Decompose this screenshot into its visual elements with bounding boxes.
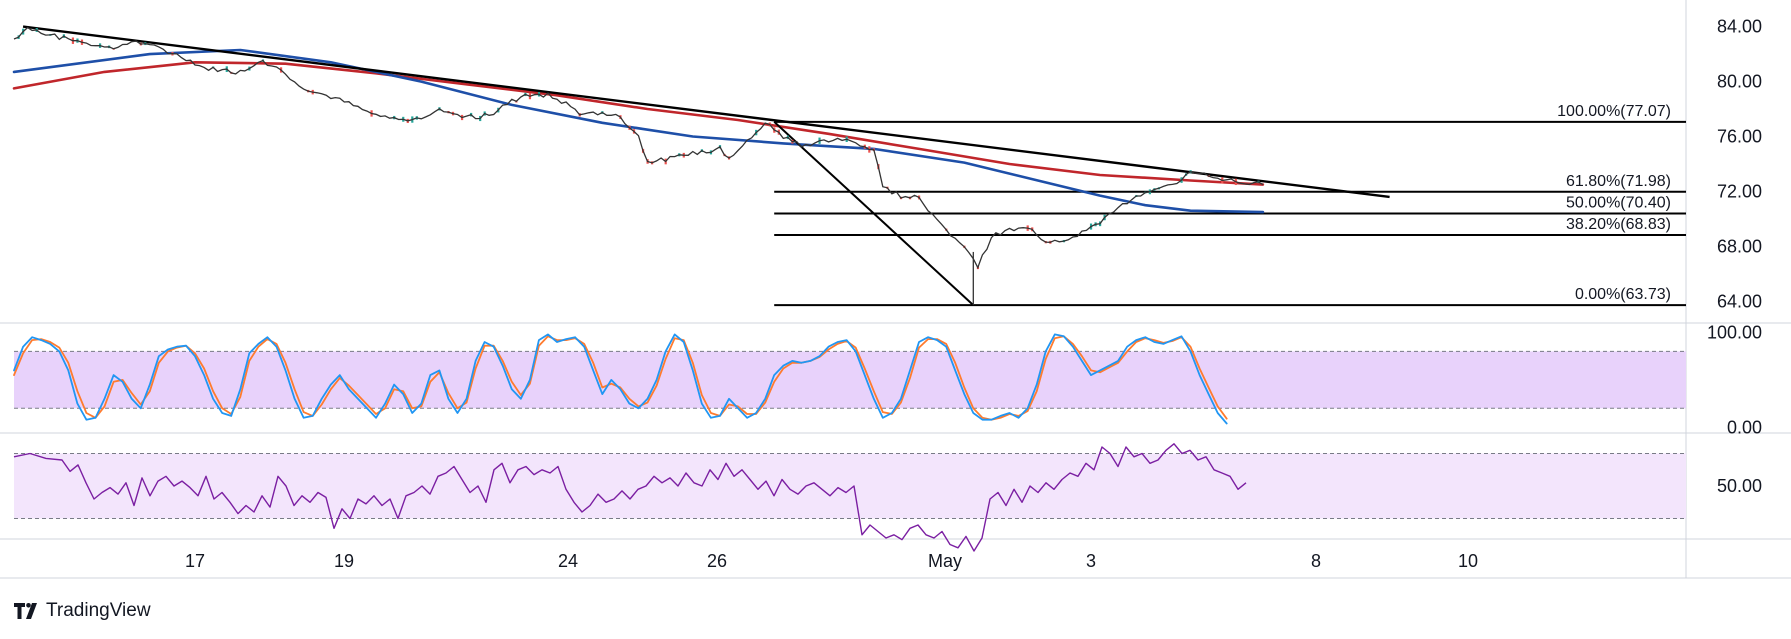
fib-drop-line [773,121,974,306]
price-tick-label: 64.00 [1717,291,1762,311]
stochastic-tick-label: 0.00 [1727,417,1762,437]
price-tick-label: 84.00 [1717,17,1762,37]
tradingview-icon [14,603,37,619]
time-scale[interactable]: 17 19 24 26 May 3 8 10 [185,551,1478,571]
time-tick-label: 8 [1311,551,1321,571]
price-line [13,26,1264,270]
fib-level-label: 38.20%(68.83) [1566,216,1671,233]
fib-level-label: 0.00%(63.73) [1575,286,1671,303]
rsi-pane[interactable] [13,443,1686,552]
time-tick-label: 24 [558,551,578,571]
rsi-band [14,453,1686,519]
fib-level-label: 61.80%(71.98) [1566,173,1671,190]
time-tick-label: May [928,551,962,571]
fib-level-label: 50.00%(70.40) [1566,194,1671,211]
price-pane[interactable]: 100.00%(77.07) 61.80%(71.98) 50.00%(70.40)… [12,25,1686,307]
stochastic-band [14,351,1686,409]
time-tick-label: 19 [334,551,354,571]
tradingview-logo[interactable]: TradingView [14,600,151,622]
price-tick-label: 80.00 [1717,72,1762,92]
price-scale[interactable]: 84.00 80.00 76.00 72.00 68.00 64.00 100.00 0.00… [1707,17,1762,496]
descending-trendline [22,25,1390,199]
axis-frame [0,0,1791,579]
rsi-tick-label: 50.00 [1717,476,1762,496]
time-tick-label: 17 [185,551,205,571]
time-tick-label: 26 [707,551,727,571]
brand-name: TradingView [46,600,151,621]
price-tick-label: 76.00 [1717,127,1762,147]
sma-blue-line [12,48,1265,214]
time-tick-label: 3 [1086,551,1096,571]
stochastic-tick-label: 100.00 [1707,322,1762,342]
fib-level-label: 100.00%(77.07) [1557,103,1671,120]
price-tick-label: 68.00 [1717,236,1762,256]
rsi-line [13,443,1247,552]
stochastic-line [13,333,1228,425]
price-tick-label: 72.00 [1717,181,1762,201]
sma-red-line [12,60,1265,186]
stochastic-pane[interactable] [13,333,1686,425]
time-tick-label: 10 [1458,551,1478,571]
